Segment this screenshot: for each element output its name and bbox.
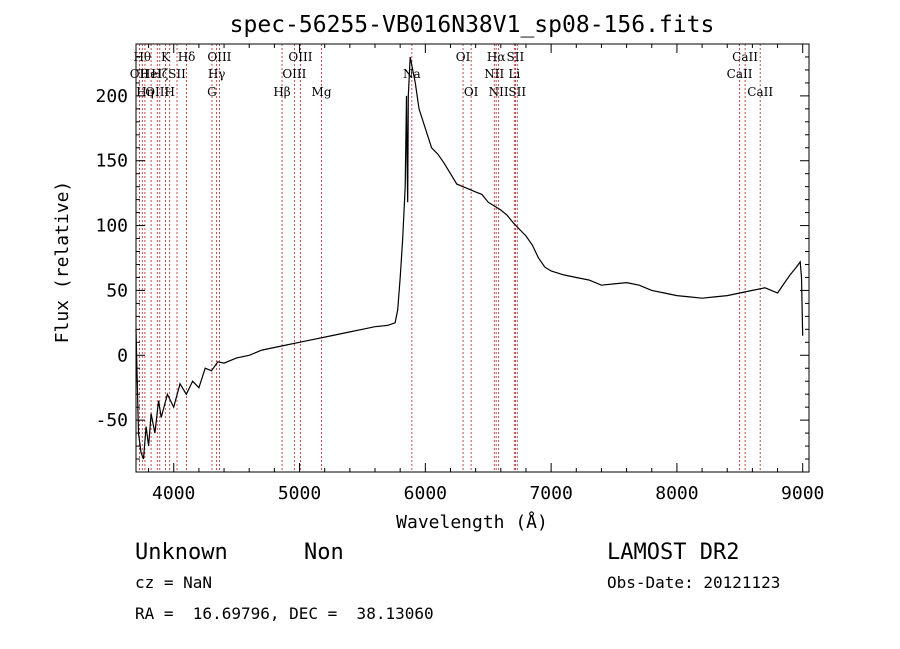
line-label: NII: [489, 85, 509, 99]
x-tick-label: 7000: [529, 483, 572, 504]
x-axis-label: Wavelength (Å): [396, 511, 548, 533]
x-tick-label: 4000: [152, 483, 195, 504]
line-label: OIII: [282, 67, 306, 81]
survey-label: LAMOST DR2: [607, 540, 739, 565]
plot-frame: [135, 43, 810, 473]
spectral-subclass-label: Non: [304, 540, 344, 565]
x-tick-label: 8000: [655, 483, 698, 504]
line-label: H: [164, 85, 174, 99]
spectral-line-markers: [138, 44, 761, 472]
line-label: SII: [168, 67, 186, 81]
line-label: NII: [484, 67, 504, 81]
spectrum-series-line: [135, 56, 804, 460]
line-label: Na: [403, 67, 421, 81]
y-tick-label: 100: [95, 216, 128, 237]
line-label: OIII: [288, 50, 312, 64]
line-label: Hθ: [133, 50, 151, 64]
x-axis-ticks: 4000 5000 6000 7000 8000 9000: [148, 44, 824, 504]
line-label: HeI: [140, 67, 163, 81]
line-label: OII: [130, 67, 150, 81]
x-tick-label: 9000: [781, 483, 824, 504]
y-tick-label: -50: [95, 410, 128, 431]
line-label: Mg: [312, 85, 332, 99]
line-label: Li: [508, 67, 520, 81]
y-tick-label: 0: [117, 345, 128, 366]
line-label: Hδ: [178, 50, 196, 64]
line-label: OI: [456, 50, 471, 64]
line-label: CaII: [747, 85, 773, 99]
line-label: SII: [507, 50, 525, 64]
spectral-class-label: Unknown: [135, 540, 228, 565]
line-label: G: [207, 85, 217, 99]
line-label: Hζ: [151, 67, 168, 81]
y-tick-label: 150: [95, 151, 128, 172]
line-label: Hβ: [273, 85, 290, 99]
coordinates: RA = 16.69796, DEC = 38.13060: [135, 604, 434, 623]
line-label: Hγ: [208, 67, 226, 81]
x-tick-label: 6000: [404, 483, 447, 504]
line-label: OI: [464, 85, 479, 99]
line-label: OIII: [145, 85, 169, 99]
y-axis-ticks: -50 0 50 100 150 200: [95, 56, 809, 460]
x-tick-label: 5000: [278, 483, 321, 504]
y-tick-label: 50: [106, 280, 128, 301]
observation-date: Obs-Date: 20121123: [607, 573, 780, 592]
spectral-line-labels: OIIHθHηHeIOIIIHζKHSIIHδGHγOIIIHβOIIIOIII…: [130, 50, 774, 99]
y-axis-label: Flux (relative): [52, 181, 73, 344]
line-label: SII: [508, 85, 526, 99]
redshift-value: cz = NaN: [135, 573, 212, 592]
line-label: OIII: [207, 50, 231, 64]
chart-title: spec-56255-VB016N38V1_sp08-156.fits: [230, 12, 715, 38]
y-tick-label: 200: [95, 86, 128, 107]
line-label: CaII: [732, 50, 758, 64]
line-label: CaII: [727, 67, 753, 81]
line-label: K: [161, 50, 171, 64]
line-label: Hα: [487, 50, 506, 64]
